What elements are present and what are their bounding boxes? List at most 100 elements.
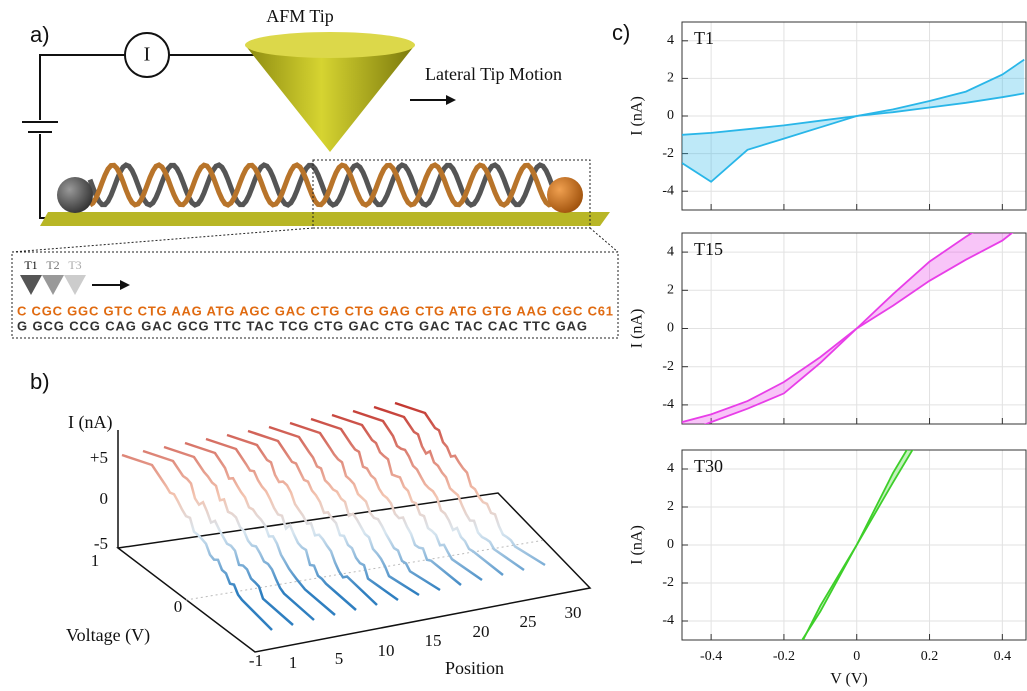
y-tick-label: -4 — [662, 613, 674, 628]
arrow-head — [120, 280, 130, 290]
iv-chart: -4 -2 0 2 4 I (nA) T15 — [629, 232, 1027, 425]
y-tick-label: 2 — [667, 499, 674, 514]
y-tick-label: 4 — [667, 461, 674, 476]
trace-label: T30 — [694, 456, 723, 476]
voltage-tick: 1 — [91, 551, 100, 570]
iv-curve — [394, 401, 546, 567]
y-tick-label: -4 — [662, 183, 674, 198]
y-axis-label: I (nA) — [629, 309, 646, 349]
iv-curve — [310, 417, 462, 586]
position-tick: 20 — [473, 622, 490, 641]
electrode-right — [547, 177, 583, 213]
y-tick-label: 2 — [667, 283, 674, 298]
dna-strand — [88, 162, 557, 208]
tip-label: AFM Tip — [266, 6, 334, 26]
iv-curve — [163, 445, 315, 621]
position-tick: 1 — [289, 653, 298, 672]
wire — [39, 54, 125, 120]
z-tick: +5 — [90, 448, 108, 467]
iv-curve — [289, 421, 441, 592]
y-tick-label: 0 — [667, 537, 674, 552]
electrode-left — [57, 177, 93, 213]
floor — [116, 492, 592, 653]
x-tick-label: 0.4 — [994, 649, 1012, 664]
tip-position: T2 — [46, 258, 59, 272]
iv-curve — [247, 429, 399, 602]
zoom-box — [312, 159, 591, 229]
position-tick: 25 — [520, 612, 537, 631]
z-tick: 0 — [100, 489, 109, 508]
x-tick-label: 0.2 — [921, 649, 939, 664]
arrow-head — [446, 95, 456, 105]
voltage-tick: 0 — [174, 597, 183, 616]
x-axis-label: V (V) — [830, 671, 867, 688]
iv-curve — [184, 441, 336, 616]
iv-curve — [373, 405, 525, 572]
plot-frame — [681, 232, 1027, 425]
x-tick-label: 0 — [853, 649, 860, 664]
x-tick-label: -0.4 — [700, 649, 722, 664]
curves — [121, 401, 546, 631]
strand-top: C CGC GGC GTC CTG AAG ATG AGC GAC CTG CT… — [17, 303, 613, 318]
panel-label: a) — [30, 22, 50, 47]
z-label: I (nA) — [68, 412, 112, 433]
zoom-line — [11, 227, 314, 253]
substrate — [40, 212, 610, 226]
y-tick-label: -2 — [662, 575, 674, 590]
y-tick-label: 0 — [667, 321, 674, 336]
dna-strand — [87, 162, 558, 208]
tip-marker — [42, 275, 64, 295]
voltage-label: Voltage (V) — [66, 625, 150, 646]
iv-chart: -4 -2 0 2 4 I (nA) T1 — [629, 21, 1027, 211]
panel-c: c) -4 -2 0 2 4 I (nA) T1 -4 -2 0 2 4 I (nA) T15 -4 -2 0 2… — [612, 20, 1027, 688]
iv-curve — [268, 425, 420, 597]
dna-helix — [87, 162, 558, 208]
zoom-line — [589, 227, 619, 253]
trace-label: T1 — [694, 28, 714, 48]
y-tick-label: 4 — [667, 33, 674, 48]
x-tick-label: -0.2 — [773, 649, 795, 664]
tip-marker — [20, 275, 42, 295]
position-tick: 10 — [378, 641, 395, 660]
meter — [124, 32, 170, 78]
z-tick: -5 — [94, 534, 108, 553]
iv-curve — [226, 433, 378, 606]
iv-curve — [205, 437, 357, 611]
iv-curve — [331, 413, 483, 582]
panel-a: a) I AFM Tip Lateral Tip Motion T1 T2 T3… — [11, 6, 619, 339]
position-tick: 5 — [335, 649, 344, 668]
traces — [682, 58, 1025, 183]
iv-curve — [121, 453, 273, 631]
sequence-box — [11, 251, 619, 339]
meter-label: I — [144, 44, 151, 66]
y-tick-label: 4 — [667, 244, 674, 259]
motion-label: Lateral Tip Motion — [425, 64, 562, 84]
tip-position: T3 — [68, 258, 81, 272]
y-tick-label: -2 — [662, 359, 674, 374]
hysteresis-fill — [682, 233, 1013, 424]
tip-marker — [64, 275, 86, 295]
hysteresis-fill — [682, 59, 1025, 182]
afm-tip — [245, 45, 415, 152]
trace-label: T15 — [694, 239, 723, 259]
wire — [39, 134, 60, 219]
iv-line — [703, 233, 1014, 424]
iv-curve — [142, 449, 294, 626]
y-tick-label: 0 — [667, 108, 674, 123]
position-tick: 15 — [425, 631, 442, 650]
voltage-tick: -1 — [249, 651, 263, 670]
panel-label: c) — [612, 20, 630, 45]
iv-curve — [352, 409, 504, 576]
iv-chart: -4 -2 0 2 4 -0.4 -0.2 0 0.2 0.4 I (nA) V (V) T30 — [629, 449, 1027, 688]
position-label: Position — [445, 658, 504, 678]
position-tick: 30 — [565, 603, 582, 622]
traces — [682, 233, 1014, 424]
traces — [801, 450, 914, 640]
plot-frame — [681, 21, 1027, 211]
iv-line — [682, 92, 1025, 183]
strand-bottom: G GCG CCG CAG GAC GCG TTC TAC TCG CTG GA… — [17, 318, 587, 333]
afm-tip-top — [245, 32, 415, 58]
y-axis-label: I (nA) — [629, 96, 646, 136]
tip-position: T1 — [24, 258, 37, 272]
